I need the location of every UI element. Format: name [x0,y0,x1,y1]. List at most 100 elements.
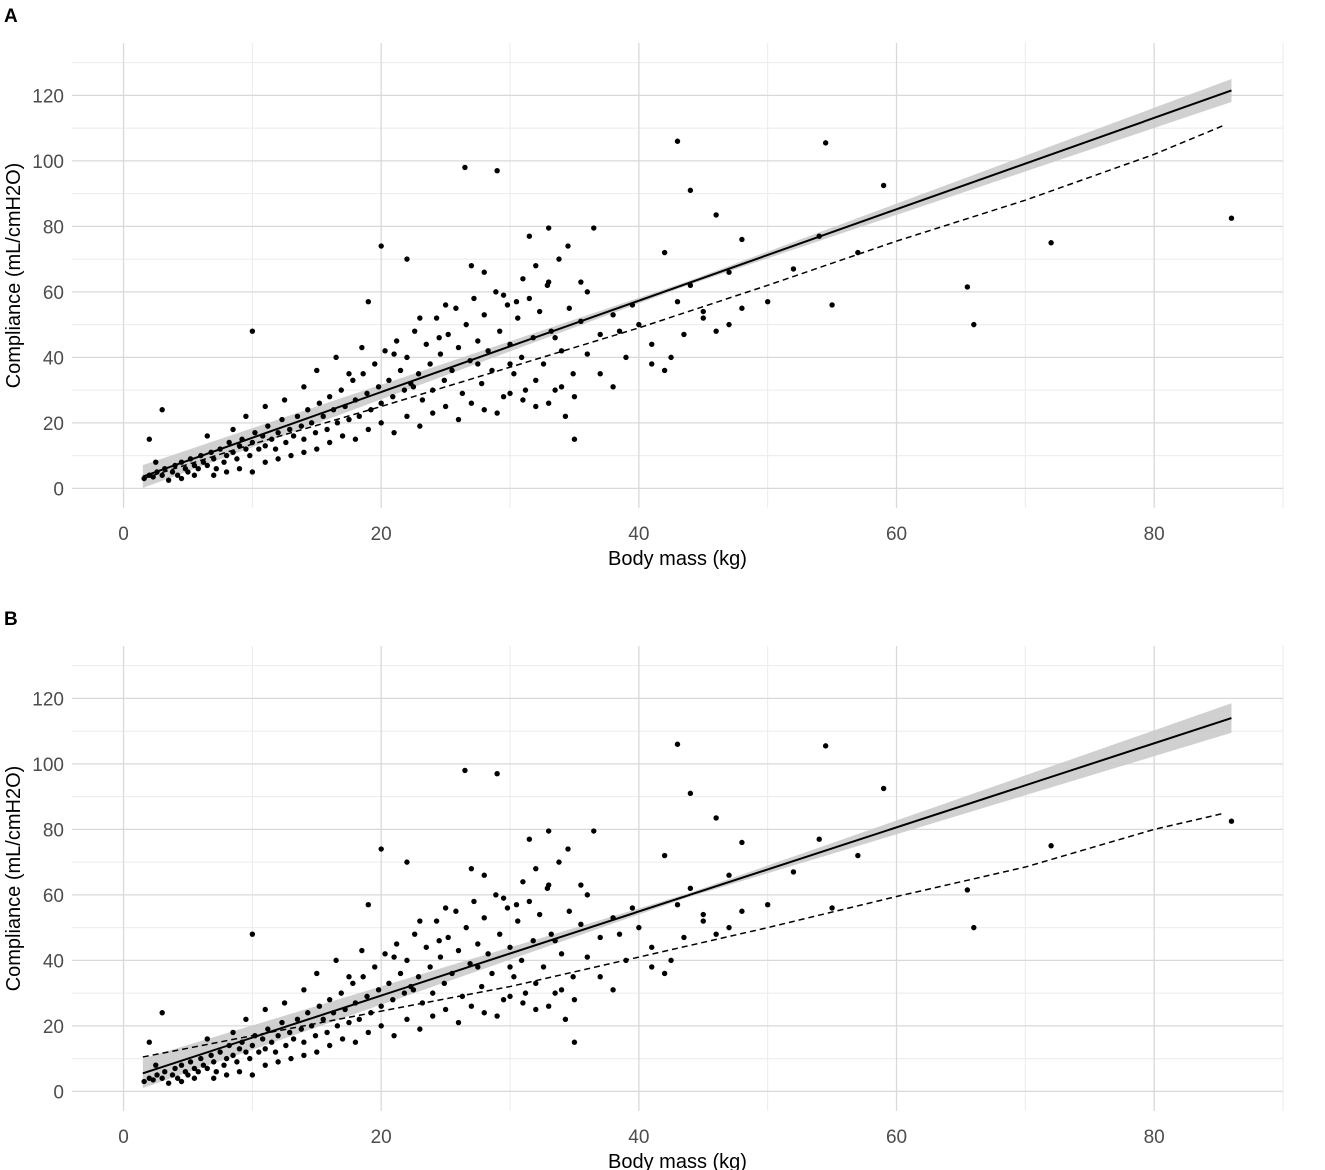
data-point [442,403,449,410]
data-point [629,905,636,911]
data-point [397,970,404,977]
data-point [687,790,694,797]
data-point [326,393,333,400]
data-point [191,472,198,478]
data-point [816,836,822,842]
data-point [174,472,181,478]
x-tick-label: 60 [886,1127,907,1148]
data-point [185,1072,191,1078]
data-point [442,905,449,911]
data-point [552,387,558,393]
data-point [558,987,565,993]
data-point [372,361,378,367]
data-point [481,312,487,318]
data-point [287,1029,293,1036]
data-point [687,282,694,289]
data-point [375,987,382,993]
y-axis-title: Compliance (mL/cmH2O) [3,766,25,992]
data-point [591,828,597,834]
data-point [507,390,513,397]
data-point [378,846,384,852]
data-point [397,367,404,374]
data-point [249,1042,256,1049]
data-point [382,348,388,354]
data-point [378,1003,384,1009]
data-point [500,292,507,298]
data-point [494,771,500,777]
data-point [494,168,500,174]
data-point [338,990,344,996]
data-point [316,1003,323,1009]
data-point [305,407,311,413]
data-point [971,924,977,931]
data-point [159,1010,165,1016]
data-point [511,974,517,980]
data-point [234,456,240,462]
data-point [423,341,429,347]
data-point [259,1036,266,1042]
data-point [481,915,487,921]
data-point [552,990,558,996]
data-point [674,298,681,305]
data-point [312,1032,319,1039]
data-point [455,947,462,954]
data-point [430,990,436,996]
data-point [481,1010,487,1016]
data-point [481,407,487,413]
data-point [204,433,210,439]
data-point [700,315,706,321]
data-point [533,1006,539,1013]
panel-label-b: B [4,609,18,630]
data-point [436,335,442,341]
data-point [442,302,449,308]
data-point [326,1042,333,1049]
data-point [211,1059,217,1065]
x-tick-label: 20 [371,524,392,545]
data-point [558,384,565,390]
data-point [462,767,468,774]
data-point [790,869,797,875]
data-point [513,298,520,305]
data-point [478,380,485,387]
data-point [520,276,526,282]
data-point [213,1069,219,1075]
data-point [360,371,366,377]
data-point [226,439,232,446]
data-point [526,836,533,842]
data-point [571,996,578,1003]
data-point [674,901,681,908]
data-point [391,1032,397,1039]
data-point [445,331,451,338]
data-point [290,1036,297,1042]
data-point [522,990,529,996]
data-point [415,371,422,377]
y-tick-label: 120 [32,689,64,710]
data-point [378,420,384,426]
data-point [339,1036,346,1042]
data-point [314,446,320,452]
data-point [463,924,469,931]
x-tick-label: 60 [886,524,907,545]
data-point [504,905,511,911]
data-point [298,423,305,429]
data-point [256,1049,262,1055]
data-point [352,1039,359,1045]
data-point [390,393,396,400]
data-point [249,469,256,475]
data-point [494,410,500,416]
data-point [211,1075,217,1081]
data-point [339,433,346,439]
data-point [584,954,591,960]
data-point [346,416,352,423]
data-point [610,312,616,318]
data-point [578,279,584,285]
data-point [364,993,370,1000]
data-point [187,1059,194,1065]
data-point [249,931,256,937]
data-point [401,990,408,996]
data-point [739,236,745,243]
data-point [427,964,433,970]
data-point [247,1055,253,1062]
data-point [504,302,511,308]
data-point [591,225,597,231]
